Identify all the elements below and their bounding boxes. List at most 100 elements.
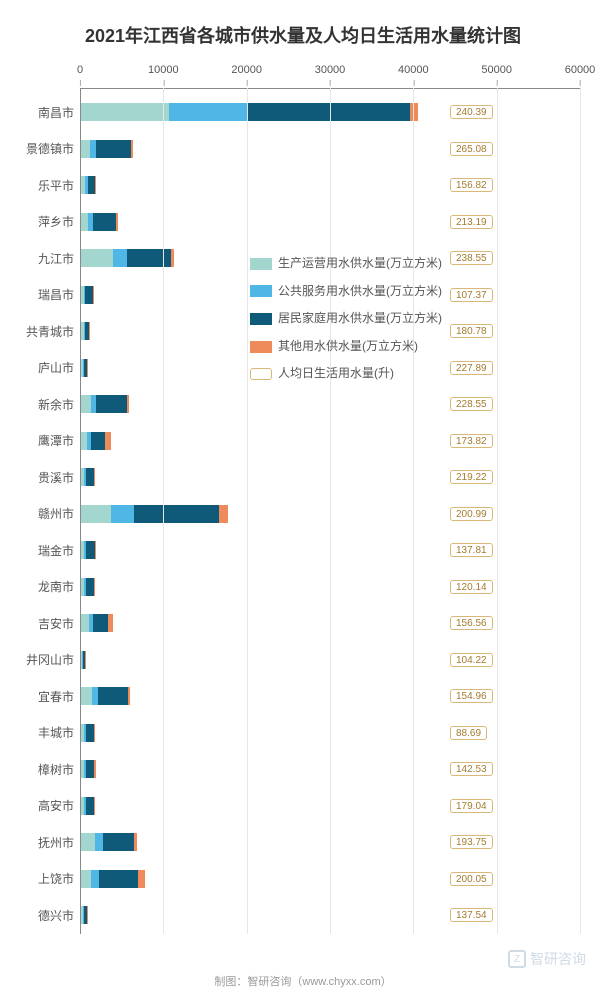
bar-segment: [81, 395, 91, 413]
category-label: 贵溪市: [0, 469, 74, 486]
value-label: 265.08: [450, 142, 493, 156]
bar-segment: [87, 359, 88, 377]
bar-segment: [95, 176, 96, 194]
stacked-bar: [81, 249, 174, 267]
bar-segment: [94, 760, 96, 778]
stacked-bar: [81, 797, 95, 815]
category-label: 景德镇市: [0, 140, 74, 157]
footer-credit: 制图：智研咨询（www.chyxx.com）: [0, 973, 606, 989]
bar-segment: [94, 578, 95, 596]
x-tick-label: 10000: [148, 64, 179, 76]
bar-segment: [87, 906, 88, 924]
category-label: 高安市: [0, 797, 74, 814]
value-label: 154.96: [450, 689, 493, 703]
value-label: 228.55: [450, 397, 493, 411]
category-label: 庐山市: [0, 359, 74, 376]
value-label: 137.81: [450, 543, 493, 557]
bar-segment: [98, 687, 128, 705]
bar-segment: [94, 468, 95, 486]
value-label: 88.69: [450, 726, 487, 740]
bar-segment: [81, 213, 88, 231]
bar-segment: [94, 724, 95, 742]
stacked-bar: [81, 176, 96, 194]
value-label: 200.05: [450, 872, 493, 886]
x-tick-label: 60000: [565, 64, 596, 76]
grid-line: [497, 88, 498, 934]
bar-segment: [93, 286, 94, 304]
category-label: 龙南市: [0, 578, 74, 595]
stacked-bar: [81, 687, 130, 705]
category-label: 上饶市: [0, 870, 74, 887]
bar-segment: [219, 505, 227, 523]
value-label: 213.19: [450, 215, 493, 229]
category-label: 新余市: [0, 396, 74, 413]
bar-segment: [128, 687, 130, 705]
bar-segment: [81, 833, 95, 851]
legend-item: 生产运营用水供水量(万立方米): [250, 250, 442, 278]
bar-segment: [96, 395, 127, 413]
category-label: 南昌市: [0, 104, 74, 121]
bar-segment: [93, 614, 108, 632]
watermark-icon: Z: [508, 950, 526, 968]
watermark: Z 智研咨询: [508, 949, 586, 969]
category-label: 九江市: [0, 250, 74, 267]
value-label: 219.22: [450, 470, 493, 484]
value-label: 104.22: [450, 653, 493, 667]
bar-segment: [81, 614, 89, 632]
value-label: 137.54: [450, 908, 493, 922]
legend-swatch: [250, 368, 272, 380]
stacked-bar: [81, 651, 86, 669]
category-label: 共青城市: [0, 323, 74, 340]
stacked-bar: [81, 578, 95, 596]
bar-segment: [95, 833, 103, 851]
bar-segment: [85, 286, 93, 304]
bar-segment: [81, 249, 113, 267]
bar-segment: [94, 797, 95, 815]
stacked-bar: [81, 359, 87, 377]
bar-segment: [95, 541, 96, 559]
stacked-bar: [81, 103, 418, 121]
stacked-bar: [81, 760, 96, 778]
stacked-bar: [81, 614, 113, 632]
value-label: 240.39: [450, 105, 493, 119]
category-label: 丰城市: [0, 724, 74, 741]
grid-line: [413, 88, 414, 934]
stacked-bar: [81, 833, 137, 851]
value-label: 179.04: [450, 799, 493, 813]
x-tick-label: 20000: [231, 64, 262, 76]
bar-segment: [81, 103, 169, 121]
grid-line: [330, 88, 331, 934]
bar-segment: [86, 541, 94, 559]
category-label: 瑞金市: [0, 542, 74, 559]
bar-segment: [81, 870, 91, 888]
legend-label: 公共服务用水供水量(万立方米): [278, 278, 442, 306]
watermark-text: 智研咨询: [530, 949, 586, 969]
value-label: 156.56: [450, 616, 493, 630]
legend-swatch: [250, 285, 272, 297]
category-label: 赣州市: [0, 505, 74, 522]
bar-segment: [113, 249, 127, 267]
value-label: 180.78: [450, 324, 493, 338]
category-label: 井冈山市: [0, 651, 74, 668]
stacked-bar: [81, 724, 95, 742]
x-tick-label: 50000: [481, 64, 512, 76]
legend-label: 居民家庭用水供水量(万立方米): [278, 305, 442, 333]
value-label: 107.37: [450, 288, 493, 302]
x-tick-label: 30000: [315, 64, 346, 76]
bar-segment: [99, 870, 138, 888]
legend-item: 居民家庭用水供水量(万立方米): [250, 305, 442, 333]
stacked-bar: [81, 395, 129, 413]
bar-segment: [105, 432, 111, 450]
value-label: 238.55: [450, 251, 493, 265]
legend-item: 公共服务用水供水量(万立方米): [250, 278, 442, 306]
bar-segment: [127, 395, 129, 413]
bar-segment: [91, 432, 105, 450]
bar-segment: [88, 176, 96, 194]
bar-segment: [103, 833, 135, 851]
legend: 生产运营用水供水量(万立方米)公共服务用水供水量(万立方米)居民家庭用水供水量(…: [250, 250, 442, 388]
bar-segment: [86, 760, 94, 778]
category-label: 樟树市: [0, 761, 74, 778]
legend-label: 其他用水供水量(万立方米): [278, 333, 418, 361]
bar-segment: [89, 322, 90, 340]
bar-segment: [81, 687, 92, 705]
